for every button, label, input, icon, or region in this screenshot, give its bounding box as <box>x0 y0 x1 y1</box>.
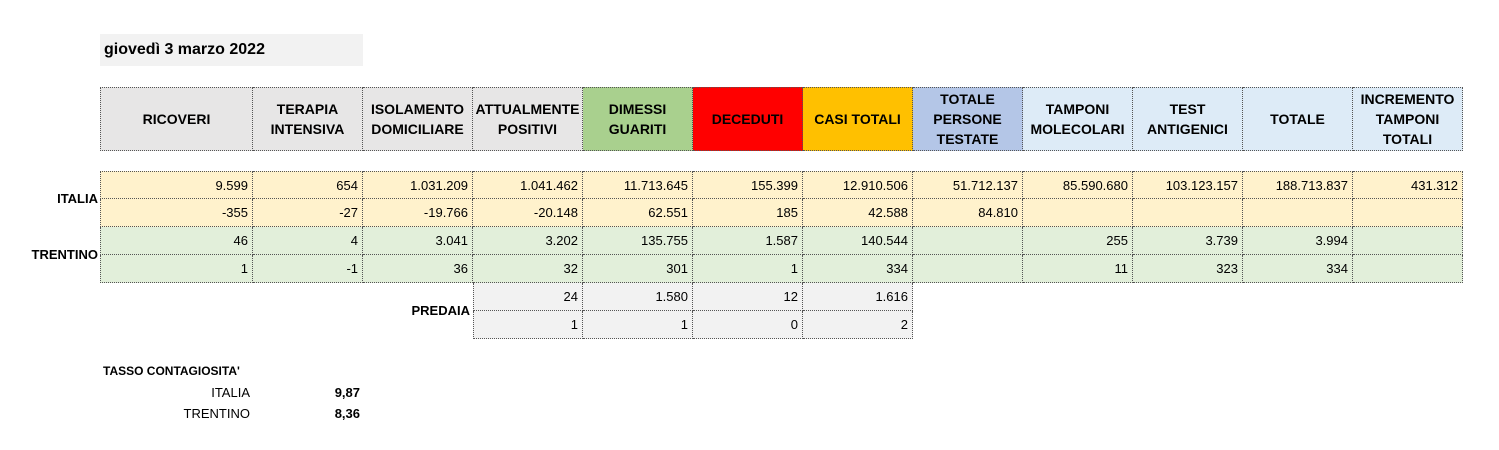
trentino-deltas-casi-totali: 334 <box>803 255 913 283</box>
trentino-deltas-totale: 334 <box>1243 255 1353 283</box>
italia-values-casi-totali: 12.910.506 <box>803 171 913 199</box>
trentino-deltas-tamponi-molecolari: 11 <box>1023 255 1133 283</box>
trentino-values-attualmente-positivi: 3.202 <box>473 227 583 255</box>
header-ricoveri: RICOVERI <box>100 87 253 151</box>
row-label-trentino: TRENTINO <box>31 247 98 262</box>
trentino-values-test-antigenici: 3.739 <box>1133 227 1243 255</box>
italia-deltas-totale <box>1243 199 1353 227</box>
tasso-italia-value: 9,87 <box>334 385 360 400</box>
trentino-deltas-incremento-tamponi-totali <box>1353 255 1463 283</box>
predaia-values-casi-totali: 1.616 <box>803 283 913 311</box>
trentino-deltas-isolamento-domiciliare: 36 <box>363 255 473 283</box>
trentino-deltas-test-antigenici: 323 <box>1133 255 1243 283</box>
italia-values-ricoveri: 9.599 <box>100 171 253 199</box>
tasso-trentino-value: 8,36 <box>334 406 360 421</box>
italia-values-attualmente-positivi: 1.041.462 <box>473 171 583 199</box>
row-label-italia: ITALIA <box>57 191 98 206</box>
trentino-values-incremento-tamponi-totali <box>1353 227 1463 255</box>
italia-deltas-deceduti: 185 <box>693 199 803 227</box>
trentino-values-dimessi-guariti: 135.755 <box>583 227 693 255</box>
trentino-deltas-attualmente-positivi: 32 <box>473 255 583 283</box>
italia-deltas-isolamento-domiciliare: -19.766 <box>363 199 473 227</box>
trentino-values-totale-persone-testate <box>913 227 1023 255</box>
italia-deltas-ricoveri: -355 <box>100 199 253 227</box>
italia-deltas-test-antigenici <box>1133 199 1243 227</box>
header-casi-totali: CASI TOTALI <box>803 87 913 151</box>
trentino-values-terapia-intensiva: 4 <box>253 227 363 255</box>
predaia-deltas-dimessi-guariti: 1 <box>583 311 693 339</box>
trentino-values-totale: 3.994 <box>1243 227 1353 255</box>
header-deceduti: DECEDUTI <box>693 87 803 151</box>
trentino-values-isolamento-domiciliare: 3.041 <box>363 227 473 255</box>
trentino-deltas-dimessi-guariti: 301 <box>583 255 693 283</box>
italia-deltas-totale-persone-testate: 84.810 <box>913 199 1023 227</box>
header-totale-persone-testate: TOTALE PERSONE TESTATE <box>913 87 1023 151</box>
trentino-deltas-deceduti: 1 <box>693 255 803 283</box>
trentino-deltas-totale-persone-testate <box>913 255 1023 283</box>
italia-values-totale: 188.713.837 <box>1243 171 1353 199</box>
italia-deltas-tamponi-molecolari <box>1023 199 1133 227</box>
tasso-trentino-label: TRENTINO <box>183 406 250 421</box>
italia-deltas-casi-totali: 42.588 <box>803 199 913 227</box>
tasso-italia-label: ITALIA <box>211 385 250 400</box>
italia-values-deceduti: 155.399 <box>693 171 803 199</box>
header-incremento-tamponi-totali: INCREMENTO TAMPONI TOTALI <box>1353 87 1463 151</box>
header-test-antigenici: TEST ANTIGENICI <box>1133 87 1243 151</box>
trentino-values-deceduti: 1.587 <box>693 227 803 255</box>
predaia-deltas-casi-totali: 2 <box>803 311 913 339</box>
italia-values-terapia-intensiva: 654 <box>253 171 363 199</box>
italia-values-incremento-tamponi-totali: 431.312 <box>1353 171 1463 199</box>
italia-deltas-incremento-tamponi-totali <box>1353 199 1463 227</box>
italia-values-test-antigenici: 103.123.157 <box>1133 171 1243 199</box>
header-tamponi-molecolari: TAMPONI MOLECOLARI <box>1023 87 1133 151</box>
trentino-deltas-ricoveri: 1 <box>100 255 253 283</box>
trentino-values-tamponi-molecolari: 255 <box>1023 227 1133 255</box>
header-isolamento-domiciliare: ISOLAMENTO DOMICILIARE <box>363 87 473 151</box>
italia-values-tamponi-molecolari: 85.590.680 <box>1023 171 1133 199</box>
header-terapia-intensiva: TERAPIA INTENSIVA <box>253 87 363 151</box>
italia-values-totale-persone-testate: 51.712.137 <box>913 171 1023 199</box>
trentino-values-ricoveri: 46 <box>100 227 253 255</box>
trentino-values-casi-totali: 140.544 <box>803 227 913 255</box>
italia-deltas-attualmente-positivi: -20.148 <box>473 199 583 227</box>
tasso-title: TASSO CONTAGIOSITA' <box>103 364 240 378</box>
trentino-deltas-terapia-intensiva: -1 <box>253 255 363 283</box>
italia-values-isolamento-domiciliare: 1.031.209 <box>363 171 473 199</box>
row-label-predaia: PREDAIA <box>411 303 470 318</box>
predaia-values-dimessi-guariti: 1.580 <box>583 283 693 311</box>
predaia-deltas-deceduti: 0 <box>693 311 803 339</box>
predaia-values-attualmente-positivi: 24 <box>473 283 583 311</box>
italia-deltas-terapia-intensiva: -27 <box>253 199 363 227</box>
header-totale: TOTALE <box>1243 87 1353 151</box>
italia-values-dimessi-guariti: 11.713.645 <box>583 171 693 199</box>
italia-deltas-dimessi-guariti: 62.551 <box>583 199 693 227</box>
header-attualmente-positivi: ATTUALMENTE POSITIVI <box>473 87 583 151</box>
predaia-values-deceduti: 12 <box>693 283 803 311</box>
date-title: giovedì 3 marzo 2022 <box>100 34 363 66</box>
header-dimessi-guariti: DIMESSI GUARITI <box>583 87 693 151</box>
predaia-deltas-attualmente-positivi: 1 <box>473 311 583 339</box>
